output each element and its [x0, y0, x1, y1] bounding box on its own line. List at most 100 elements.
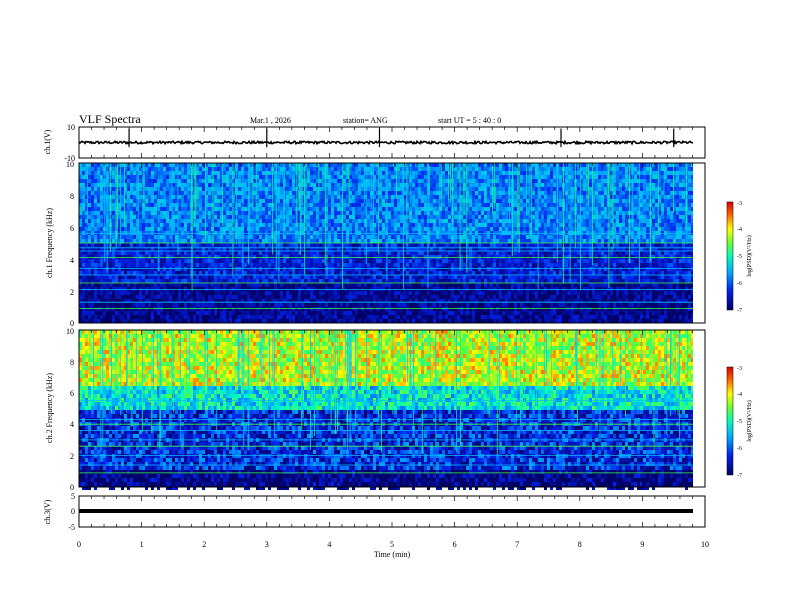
ch1-spec-cell [232, 183, 235, 187]
ch1-spec-cell [85, 263, 88, 267]
ch1-spec-cell [133, 215, 136, 219]
ch1-spec-cell [481, 219, 484, 223]
ch1-spec-cell [220, 179, 223, 183]
ch1-spec-cell [139, 227, 142, 231]
ch1-spec-cell [175, 179, 178, 183]
ch1-spec-cell [244, 203, 247, 207]
ch1-spec-cell [139, 215, 142, 219]
ch1-spec-cell [319, 183, 322, 187]
ch1-spec-cell [436, 227, 439, 231]
ch1-spec-cell [193, 303, 196, 307]
ch1-spec-cell [331, 215, 334, 219]
ch1-spec-cell [232, 251, 235, 255]
ch1-spec-cell [163, 263, 166, 267]
ch1-spec-cell [373, 203, 376, 207]
ch1-spec-cell [202, 247, 205, 251]
ch1-spec-cell [115, 295, 118, 299]
ch1-spec-cell [400, 259, 403, 263]
ch1-spec-cell [313, 279, 316, 283]
ch1-spec-cell [406, 179, 409, 183]
ch1-spec-cell [229, 311, 232, 315]
ch1-spec-cell [142, 315, 145, 319]
ch1-spec-cell [307, 315, 310, 319]
ch1-spec-cell [163, 239, 166, 243]
ch1-spec-cell [88, 191, 91, 195]
ch1-spec-cell [229, 295, 232, 299]
ch1-spec-cell [310, 195, 313, 199]
ch1-spec-cell [469, 191, 472, 195]
ch1-spec-cell [196, 311, 199, 315]
ch1-spec-cell [250, 303, 253, 307]
ch1-spec-cell [439, 299, 442, 303]
ch1-spec-cell [136, 219, 139, 223]
ch1-spec-cell [319, 291, 322, 295]
ch1-spec-cell [136, 247, 139, 251]
ch1-spec-cell [226, 191, 229, 195]
ch1-spec-cell [322, 235, 325, 239]
ch1-spec-cell [406, 211, 409, 215]
ch1-spec-cell [283, 243, 286, 247]
ch1-spec-cell [181, 219, 184, 223]
ch1-spec-cell [214, 207, 217, 211]
ch1-spec-cell [118, 203, 121, 207]
ch1-spec-cell [253, 171, 256, 175]
ch1-spec-cell [343, 319, 346, 323]
ch1-spec-cell [226, 235, 229, 239]
ch1-spec-cell [160, 315, 163, 319]
ch1-spec-cell [409, 271, 412, 275]
ch1-spec-cell [202, 167, 205, 171]
ch1-spec-cell [130, 303, 133, 307]
ch1-spec-cell [238, 279, 241, 283]
ch1-spec-cell [418, 259, 421, 263]
ch1-spec-cell [211, 295, 214, 299]
ch1-spec-cell [391, 167, 394, 171]
ch1-spec-cell [301, 279, 304, 283]
ch1-spec-cell [433, 215, 436, 219]
ch1-spec-cell [265, 187, 268, 191]
ch1-spec-cell [430, 259, 433, 263]
ch1-spec-cell [217, 183, 220, 187]
ch1-spec-cell [400, 247, 403, 251]
ch1-spec-cell [322, 263, 325, 267]
ch1-spec-cell [166, 167, 169, 171]
ch1-spec-cell [94, 227, 97, 231]
ch1-spec-cell [304, 247, 307, 251]
ch1-spec-cell [475, 203, 478, 207]
ch1-spec-cell [334, 275, 337, 279]
ch1-spec-cell [334, 279, 337, 283]
ch1-spec-cell [361, 163, 364, 167]
ch1-spec-cell [457, 163, 460, 167]
ch1-spec-cell [331, 179, 334, 183]
ch1-spec-cell [139, 223, 142, 227]
ch1-spec-cell [136, 311, 139, 315]
ch1-spec-cell [208, 299, 211, 303]
ch1-spec-cell [376, 271, 379, 275]
ch1-spec-cell [478, 187, 481, 191]
ch1-spec-cell [130, 211, 133, 215]
ch1-spec-cell [238, 243, 241, 247]
ch1-spec-cell [367, 171, 370, 175]
ch1-spec-cell [154, 271, 157, 275]
ch1-spec-cell [91, 211, 94, 215]
ch1-spec-cell [136, 167, 139, 171]
ch1-spec-cell [331, 175, 334, 179]
ch1-spec-cell [313, 183, 316, 187]
ch1-spec-cell [196, 247, 199, 251]
ch1-spec-cell [97, 251, 100, 255]
ch1-spec-cell [352, 179, 355, 183]
ch1-spec-cell [124, 175, 127, 179]
ch1-spec-cell [241, 295, 244, 299]
ch1-spec-cell [373, 235, 376, 239]
ch1-spec-cell [421, 259, 424, 263]
ch1-spec-cell [214, 291, 217, 295]
ch1-spec-cell [448, 223, 451, 227]
ch1-spec-cell [469, 283, 472, 287]
ch1-spec-cell [448, 319, 451, 323]
ch1-spec-cell [184, 315, 187, 319]
ch1-spec-cell [262, 187, 265, 191]
ch1-spec-cell [301, 319, 304, 323]
ch1-spec-cell [268, 299, 271, 303]
ch1-spec-cell [322, 251, 325, 255]
ch1-spec-cell [361, 279, 364, 283]
ch1-spec-cell [310, 247, 313, 251]
